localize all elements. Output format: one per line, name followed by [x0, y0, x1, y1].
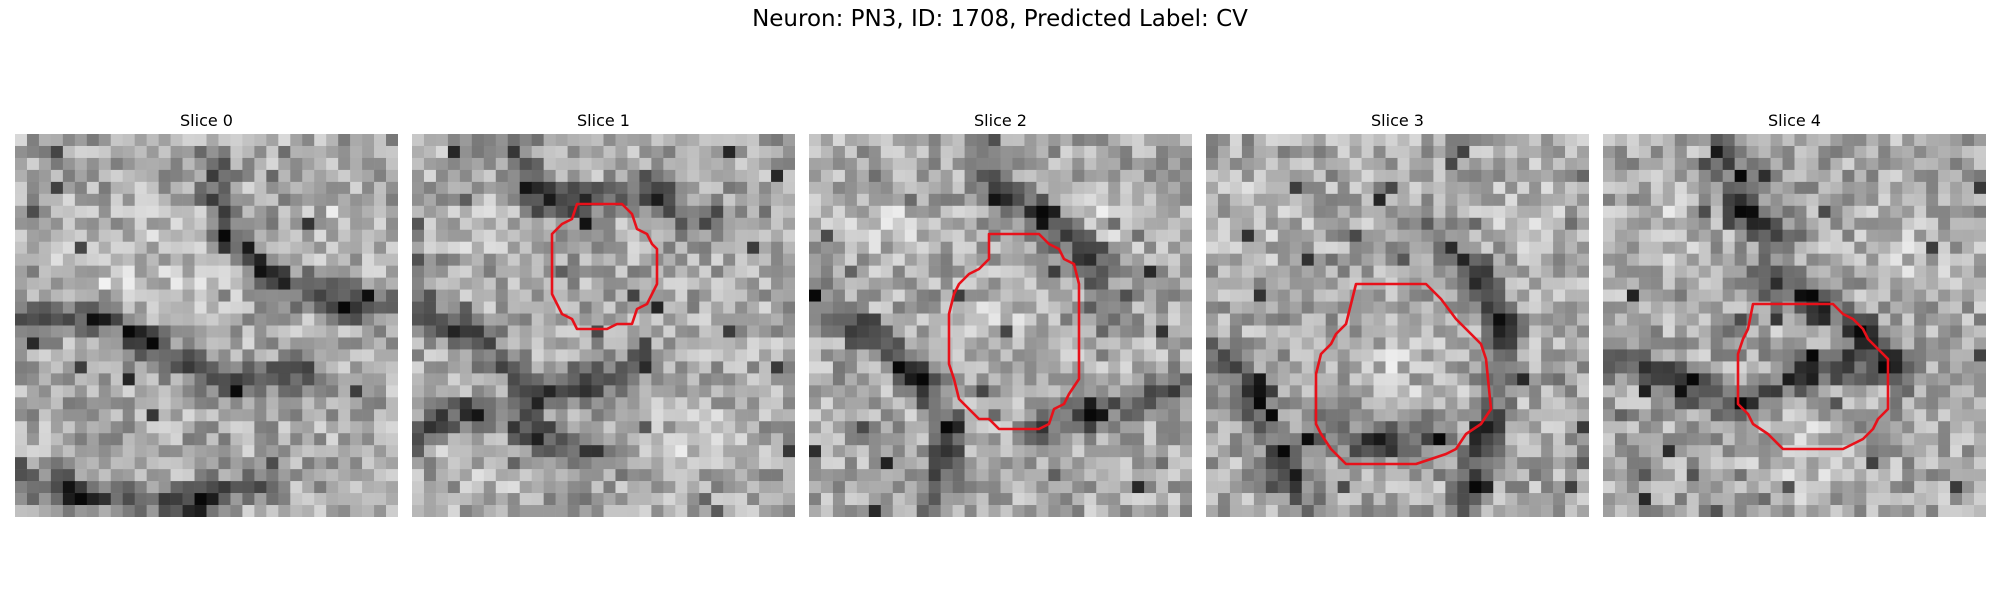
segmentation-contour — [550, 202, 659, 331]
slice-title: Slice 4 — [1768, 111, 1821, 130]
slice-title: Slice 3 — [1371, 111, 1424, 130]
slice-image — [809, 134, 1192, 517]
slice-title: Slice 2 — [974, 111, 1027, 130]
segmentation-contour — [947, 232, 1081, 431]
slice-title: Slice 1 — [577, 111, 630, 130]
segmentation-contour — [1314, 282, 1493, 466]
figure-title: Neuron: PN3, ID: 1708, Predicted Label: … — [752, 6, 1248, 32]
slice-image — [15, 134, 398, 517]
slice-panel-4: Slice 4 — [1603, 108, 1986, 517]
slice-panel-0: Slice 0 — [15, 108, 398, 517]
pixel-grid — [412, 134, 795, 517]
slice-panel-1: Slice 1 — [412, 108, 795, 517]
slice-panel-2: Slice 2 — [809, 108, 1192, 517]
segmentation-contour — [1736, 302, 1890, 451]
pixel-grid — [809, 134, 1192, 517]
pixel-grid — [1206, 134, 1589, 517]
pixel-grid — [1603, 134, 1986, 517]
slice-title: Slice 0 — [180, 111, 233, 130]
slice-image — [1206, 134, 1589, 517]
pixel-grid — [15, 134, 398, 517]
slice-image — [412, 134, 795, 517]
slice-panel-3: Slice 3 — [1206, 108, 1589, 517]
slice-image — [1603, 134, 1986, 517]
